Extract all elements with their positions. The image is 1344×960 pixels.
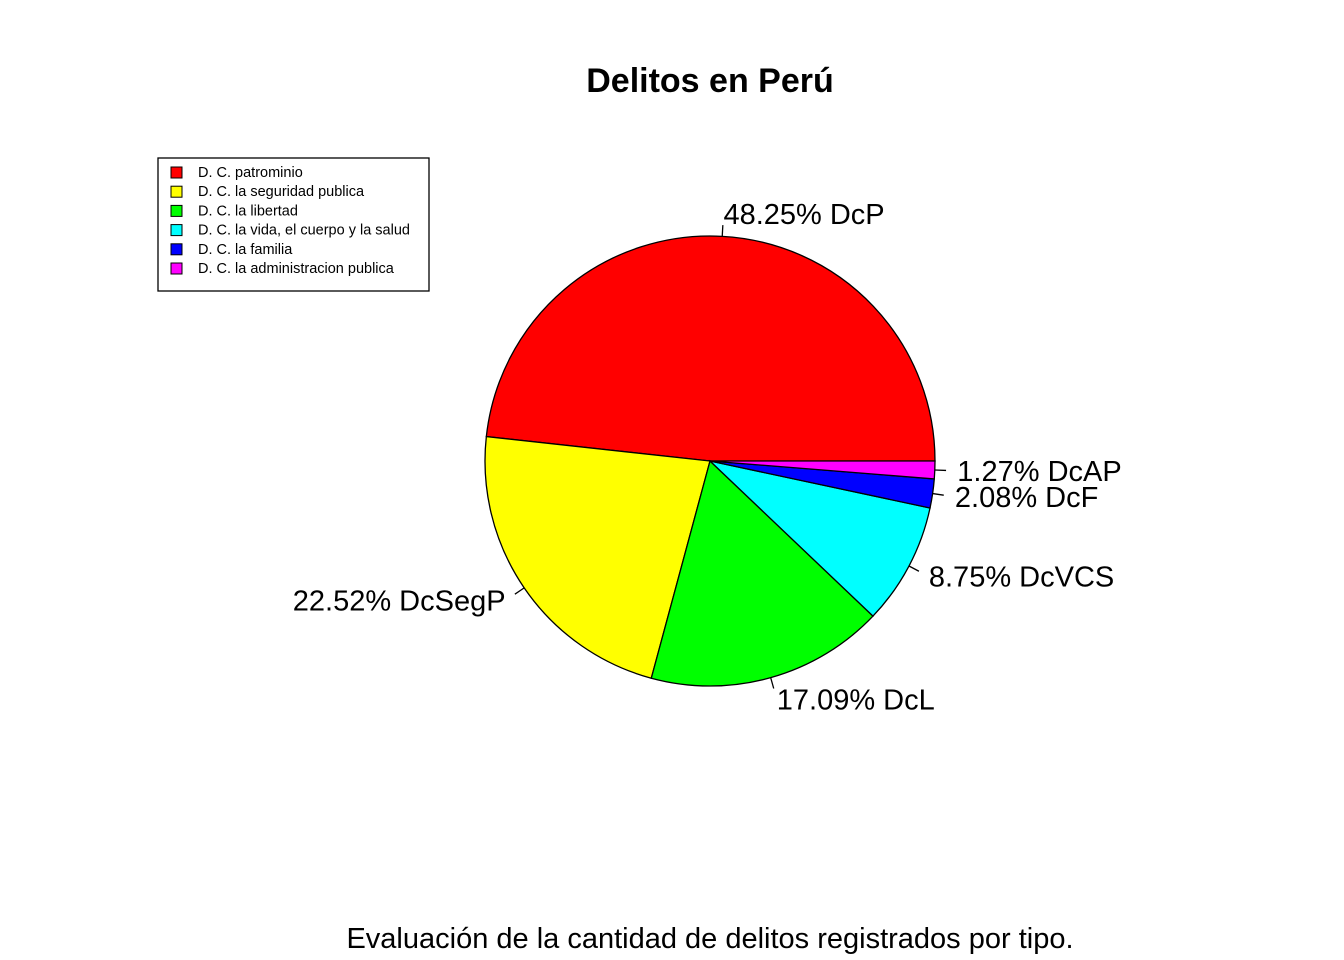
- legend-swatch-0: [170, 166, 183, 179]
- slice-label-0: 48.25% DcP: [723, 199, 884, 231]
- pie-slice-5: [709, 460, 936, 480]
- pie-slices: [484, 235, 936, 687]
- x-axis-label: Evaluación de la cantidad de delitos reg…: [346, 923, 1073, 955]
- legend-entry-5: D. C. la administracion publica: [198, 261, 395, 277]
- legend-swatch-4: [170, 243, 183, 256]
- label-tick-1: [514, 587, 525, 595]
- legend-entry-0: D. C. patrominio: [198, 165, 303, 181]
- label-ticks: [514, 225, 947, 689]
- legend-entry-3: D. C. la vida, el cuerpo y la salud: [198, 223, 410, 239]
- legend-swatch-1: [170, 185, 183, 198]
- legend-swatch-3: [170, 224, 183, 237]
- slice-label-2: 17.09% DcL: [777, 684, 935, 716]
- legend-entry-1: D. C. la seguridad publica: [198, 184, 365, 200]
- label-tick-4: [932, 492, 944, 496]
- legend-entry-2: D. C. la libertad: [198, 203, 298, 219]
- label-tick-0: [721, 225, 724, 237]
- legend: D. C. patrominio D. C. la seguridad publi…: [157, 157, 430, 292]
- slice-label-1: 22.52% DcSegP: [293, 586, 506, 618]
- pie-slice-2: [650, 459, 874, 687]
- legend-box: [157, 157, 430, 292]
- label-tick-2: [770, 677, 775, 689]
- pie-slice-0: [485, 235, 936, 462]
- slice-label-4: 2.08% DcF: [955, 482, 1098, 514]
- legend-swatch-2: [170, 204, 183, 217]
- label-tick-3: [908, 565, 920, 572]
- slice-label-3: 8.75% DcVCS: [929, 562, 1114, 594]
- legend-entry-4: D. C. la familia: [198, 242, 293, 258]
- legend-swatch-5: [170, 262, 183, 275]
- chart-title: Delitos en Perú: [586, 62, 834, 100]
- slice-labels: 48.25% DcP 22.52% DcSegP 17.09% DcL 8.75% D…: [293, 199, 1122, 716]
- slice-label-5: 1.27% DcAP: [957, 456, 1121, 488]
